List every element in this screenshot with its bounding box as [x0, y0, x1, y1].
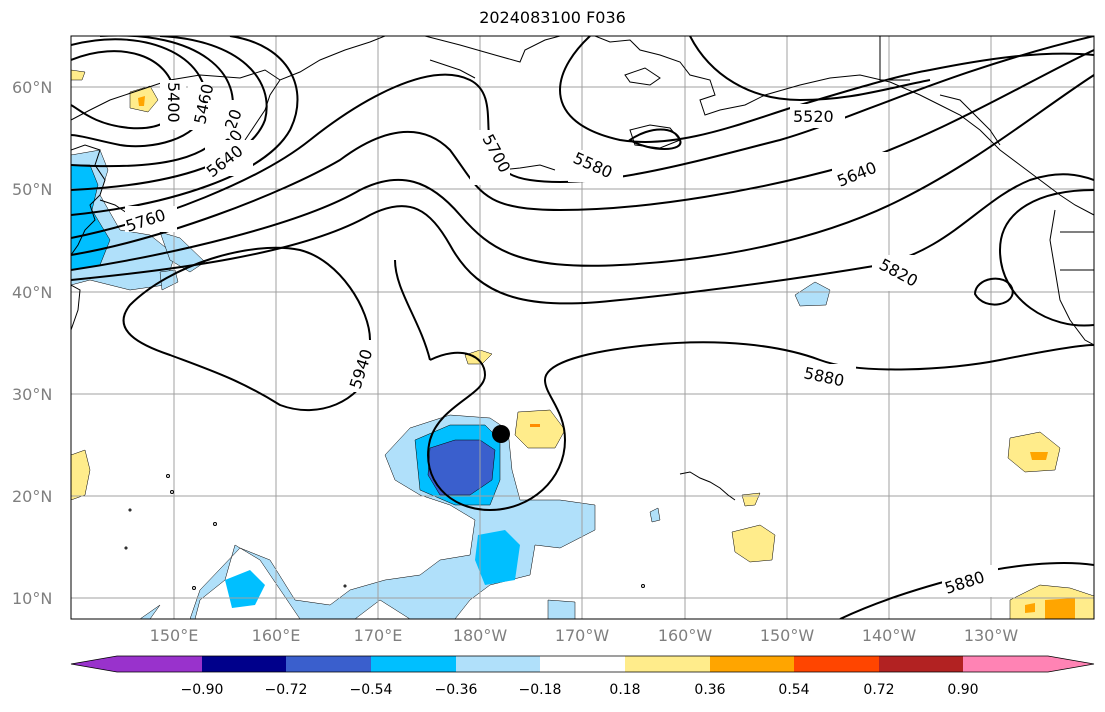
- colorbar-segment: [1048, 656, 1094, 672]
- colorbar-segment: [879, 656, 963, 672]
- colorbar-tick: −0.18: [519, 682, 562, 698]
- colorbar-segment: [456, 656, 540, 672]
- contour-label: 5520: [793, 107, 834, 126]
- lon-label: 160°W: [658, 626, 713, 645]
- colorbar-segment: [794, 656, 879, 672]
- contour-label: 5400: [164, 82, 183, 123]
- lat-label: 30°N: [12, 385, 52, 404]
- lat-label: 10°N: [12, 589, 52, 608]
- colorbar-tick: −0.54: [350, 682, 393, 698]
- lat-label: 40°N: [12, 283, 52, 302]
- colorbar-tick: −0.36: [435, 682, 478, 698]
- longitude-labels: 150°E 160°E 170°E 180°W 170°W 160°W 150°…: [150, 626, 1019, 645]
- lon-label: 140°W: [862, 626, 917, 645]
- colorbar-segment: [71, 656, 117, 672]
- colorbar-tick: −0.90: [181, 682, 224, 698]
- colorbar-segment: [710, 656, 794, 672]
- colorbar-segment: [202, 656, 286, 672]
- lon-label: 130°W: [964, 626, 1019, 645]
- lon-label: 150°W: [760, 626, 815, 645]
- lon-label: 180°W: [453, 626, 508, 645]
- colorbar-segment: [625, 656, 710, 672]
- lon-label: 170°E: [354, 626, 403, 645]
- lon-label: 170°W: [555, 626, 610, 645]
- colorbar-segment: [963, 656, 1048, 672]
- colorbar-tick: 0.18: [609, 682, 640, 698]
- lat-label: 50°N: [12, 180, 52, 199]
- latitude-labels: 60°N 50°N 40°N 30°N 20°N 10°N: [12, 78, 52, 608]
- lon-label: 160°E: [252, 626, 301, 645]
- lat-label: 60°N: [12, 78, 52, 97]
- storm-center-marker: [492, 425, 510, 443]
- colorbar-segment: [117, 656, 202, 672]
- colorbar-tick: 0.72: [863, 682, 894, 698]
- map-title: 2024083100 F036: [479, 8, 626, 27]
- colorbar: −0.90 −0.72 −0.54 −0.36 −0.18 0.18 0.36 …: [70, 655, 1095, 698]
- lat-label: 20°N: [12, 487, 52, 506]
- anomaly-shading: [71, 69, 1094, 619]
- lon-label: 150°E: [150, 626, 199, 645]
- colorbar-segment: [371, 656, 456, 672]
- colorbar-tick: 0.36: [694, 682, 725, 698]
- colorbar-tick: 0.54: [778, 682, 809, 698]
- colorbar-segment: [540, 656, 625, 672]
- colorbar-tick: 0.90: [947, 682, 978, 698]
- contour-labels: 5400 5460 5520 5580 5640 5760 5700 5580 …: [123, 80, 998, 598]
- colorbar-segment: [286, 656, 371, 672]
- map-frame: [70, 35, 1095, 620]
- colorbar-tick: −0.72: [265, 682, 308, 698]
